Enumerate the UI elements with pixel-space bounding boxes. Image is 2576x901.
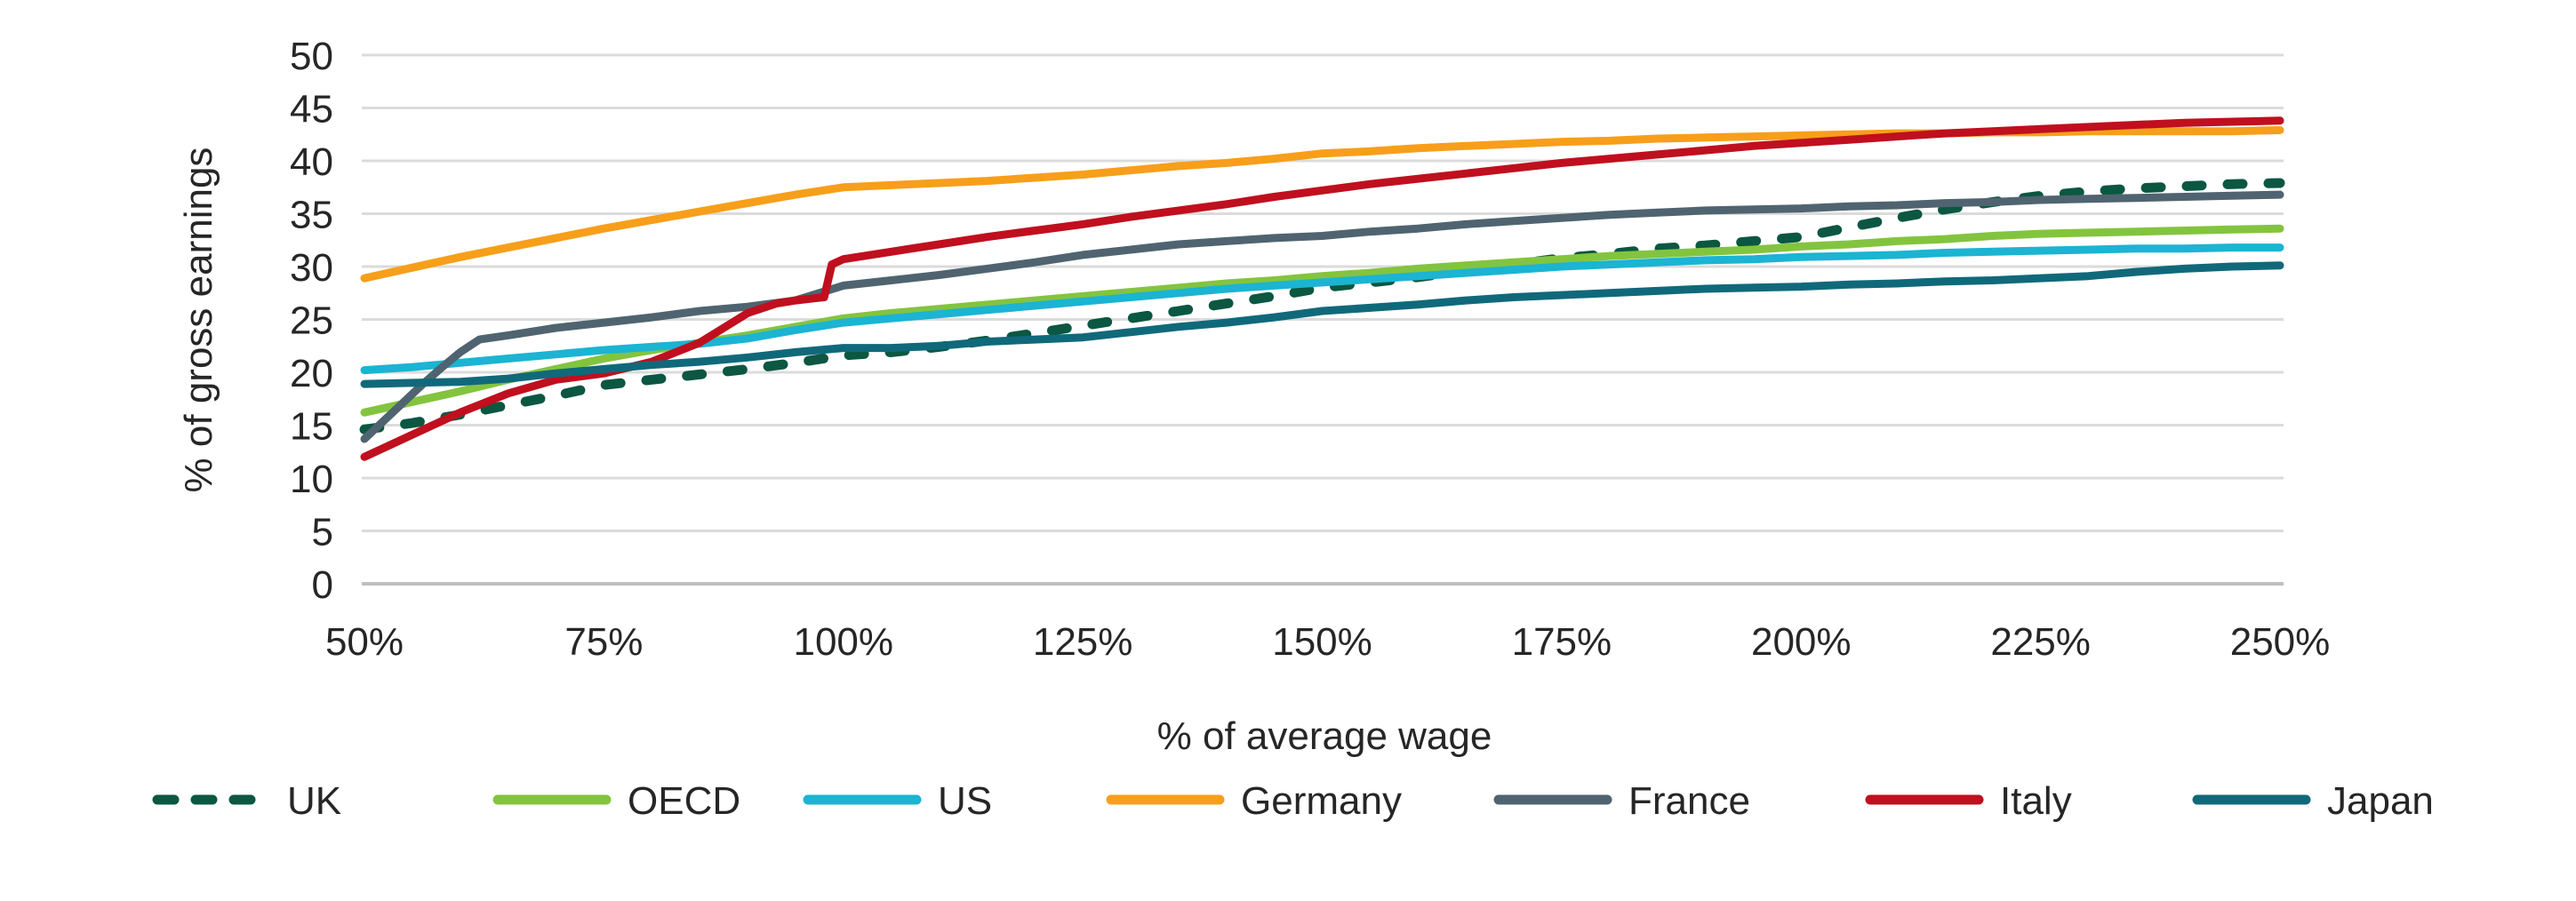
legend-label-uk: UK — [287, 779, 341, 823]
gridlines — [362, 53, 2284, 586]
x-tick-label-175%: 175% — [1512, 620, 1612, 664]
y-tick-label-5: 5 — [312, 511, 333, 554]
legend-label-italy: Italy — [2000, 779, 2072, 823]
series-line-italy — [360, 116, 2284, 461]
legend-item-us: US — [803, 779, 992, 823]
legend-item-italy: Italy — [1865, 779, 2072, 823]
series-line-japan — [360, 261, 2284, 388]
x-tick-label-100%: 100% — [793, 620, 893, 664]
y-axis-tick-labels: 0 5 10 15 20 25 30 35 40 45 50 — [290, 35, 333, 607]
legend-label-france: France — [1628, 779, 1750, 823]
y-tick-label-10: 10 — [290, 458, 333, 501]
y-tick-label-15: 15 — [290, 405, 333, 449]
y-tick-label-25: 25 — [290, 299, 333, 343]
x-tick-label-125%: 125% — [1033, 620, 1133, 664]
y-tick-label-45: 45 — [290, 88, 333, 132]
legend-label-oecd: OECD — [628, 779, 740, 823]
x-tick-label-200%: 200% — [1751, 620, 1852, 664]
x-axis-title: % of average wage — [1157, 714, 1492, 758]
y-tick-label-50: 50 — [290, 35, 333, 78]
series-lines — [359, 116, 2285, 461]
x-tick-label-225%: 225% — [1990, 620, 2091, 664]
y-tick-label-30: 30 — [290, 246, 333, 290]
x-axis-tick-labels: 50% 75% 100% 125% 150% 175% 200% 225% 250% — [325, 620, 2330, 664]
x-tick-label-50%: 50% — [325, 620, 404, 664]
legend-item-japan: Japan — [2192, 779, 2434, 823]
y-axis-title: % of gross earnings — [177, 148, 220, 493]
y-tick-label-35: 35 — [290, 194, 333, 237]
legend-label-japan: Japan — [2327, 779, 2434, 823]
x-tick-label-150%: 150% — [1272, 620, 1372, 664]
legend-item-germany: Germany — [1106, 779, 1402, 823]
legend: UK OECD US Germany France Italy Japan — [152, 779, 2434, 823]
y-tick-label-20: 20 — [290, 352, 333, 395]
y-tick-label-40: 40 — [290, 140, 333, 184]
legend-label-us: US — [938, 779, 992, 823]
y-tick-label-0: 0 — [312, 563, 333, 607]
x-tick-label-250%: 250% — [2230, 620, 2331, 664]
series-line-uk — [359, 178, 2285, 435]
x-tick-label-75%: 75% — [564, 620, 643, 664]
legend-item-uk: UK — [152, 779, 341, 823]
legend-item-oecd: OECD — [492, 779, 740, 823]
legend-label-germany: Germany — [1241, 779, 1402, 823]
series-line-france — [360, 190, 2284, 443]
legend-item-france: France — [1493, 779, 1750, 823]
